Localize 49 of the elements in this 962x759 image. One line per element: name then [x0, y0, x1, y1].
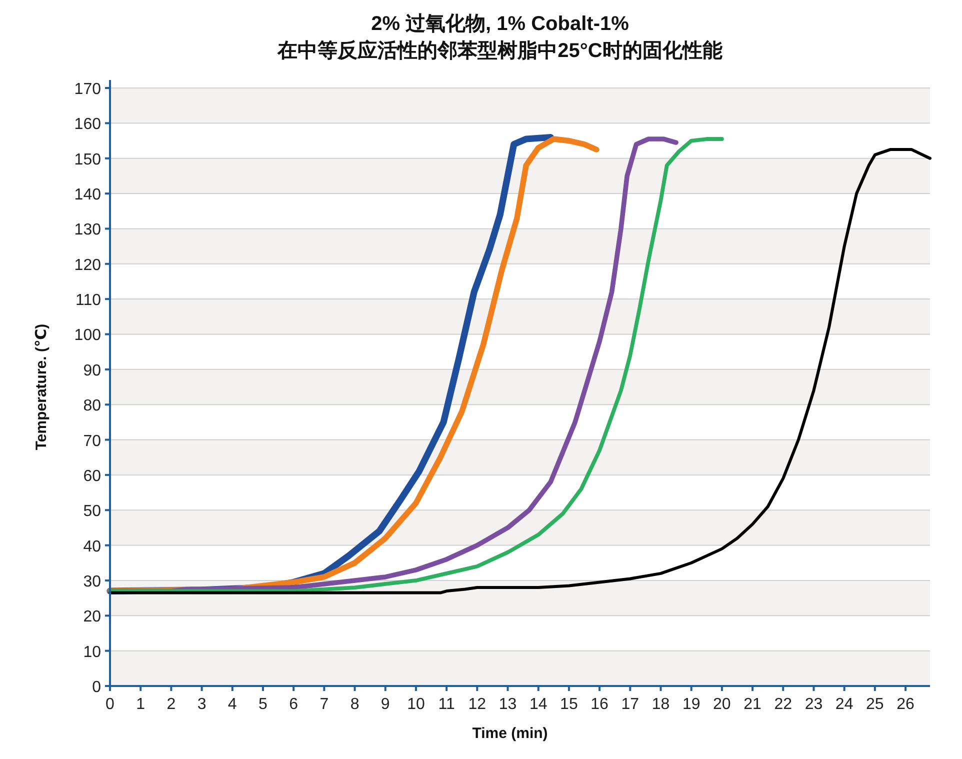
- x-tick-label: 19: [682, 696, 700, 713]
- y-tick-label: 40: [83, 538, 102, 556]
- x-tick-label: 15: [560, 696, 578, 713]
- y-axis-title: Temperature. (℃): [33, 324, 50, 450]
- y-tick-label: 90: [83, 362, 102, 380]
- y-tick-label: 70: [83, 432, 102, 450]
- x-tick-label: 13: [498, 696, 517, 713]
- y-tick-label: 60: [83, 468, 102, 485]
- x-tick-label: 5: [258, 696, 268, 713]
- x-tick-label: 21: [744, 696, 762, 713]
- x-tick-label: 3: [197, 696, 206, 713]
- x-axis-title: Time (min): [472, 725, 548, 742]
- x-tick-label: 24: [835, 696, 854, 713]
- x-tick-label: 10: [407, 696, 425, 713]
- y-tick-label: 50: [83, 503, 102, 520]
- y-tick-label: 100: [74, 327, 102, 344]
- y-tick-label: 160: [74, 116, 102, 134]
- y-tick-label: 130: [74, 222, 102, 239]
- line-series: [108, 148, 932, 594]
- y-tick-label: 150: [74, 151, 102, 168]
- x-tick-label: 25: [866, 696, 884, 713]
- x-tick-label: 22: [774, 696, 792, 713]
- x-tick-label: 7: [320, 696, 329, 713]
- y-tick-label: 30: [83, 573, 102, 590]
- x-tick-label: 11: [438, 696, 455, 713]
- y-tick-label: 170: [74, 81, 102, 98]
- y-tick-label: 0: [92, 679, 102, 696]
- x-tick-label: 2: [166, 696, 176, 713]
- x-tick-label: 12: [468, 696, 486, 713]
- x-tick-label: 26: [896, 696, 915, 713]
- y-tick-label: 140: [74, 186, 102, 204]
- y-tick-label: 120: [74, 256, 102, 274]
- x-tick-label: 18: [652, 696, 670, 713]
- x-tick-label: 17: [621, 696, 640, 713]
- x-tick-label: 16: [590, 696, 609, 713]
- x-tick-label: 14: [529, 696, 548, 713]
- y-tick-label: 80: [83, 398, 102, 415]
- x-tick-label: 20: [713, 696, 731, 713]
- y-tick-label: 10: [83, 644, 102, 661]
- y-tick-label: 20: [83, 608, 102, 626]
- x-tick-label: 23: [804, 696, 823, 713]
- x-tick-label: 9: [380, 696, 390, 713]
- x-tick-label: 1: [136, 696, 146, 713]
- x-tick-label: 8: [350, 696, 360, 713]
- chart-title: 2% 过氧化物, 1% Cobalt-1% 在中等反应活性的邻苯型树脂中25°C时的固化性能: [276, 13, 722, 62]
- x-tick-label: 4: [228, 696, 237, 713]
- x-tick-label: 6: [289, 696, 298, 713]
- y-tick-label: 110: [75, 292, 102, 310]
- x-tick-label: 0: [106, 696, 115, 713]
